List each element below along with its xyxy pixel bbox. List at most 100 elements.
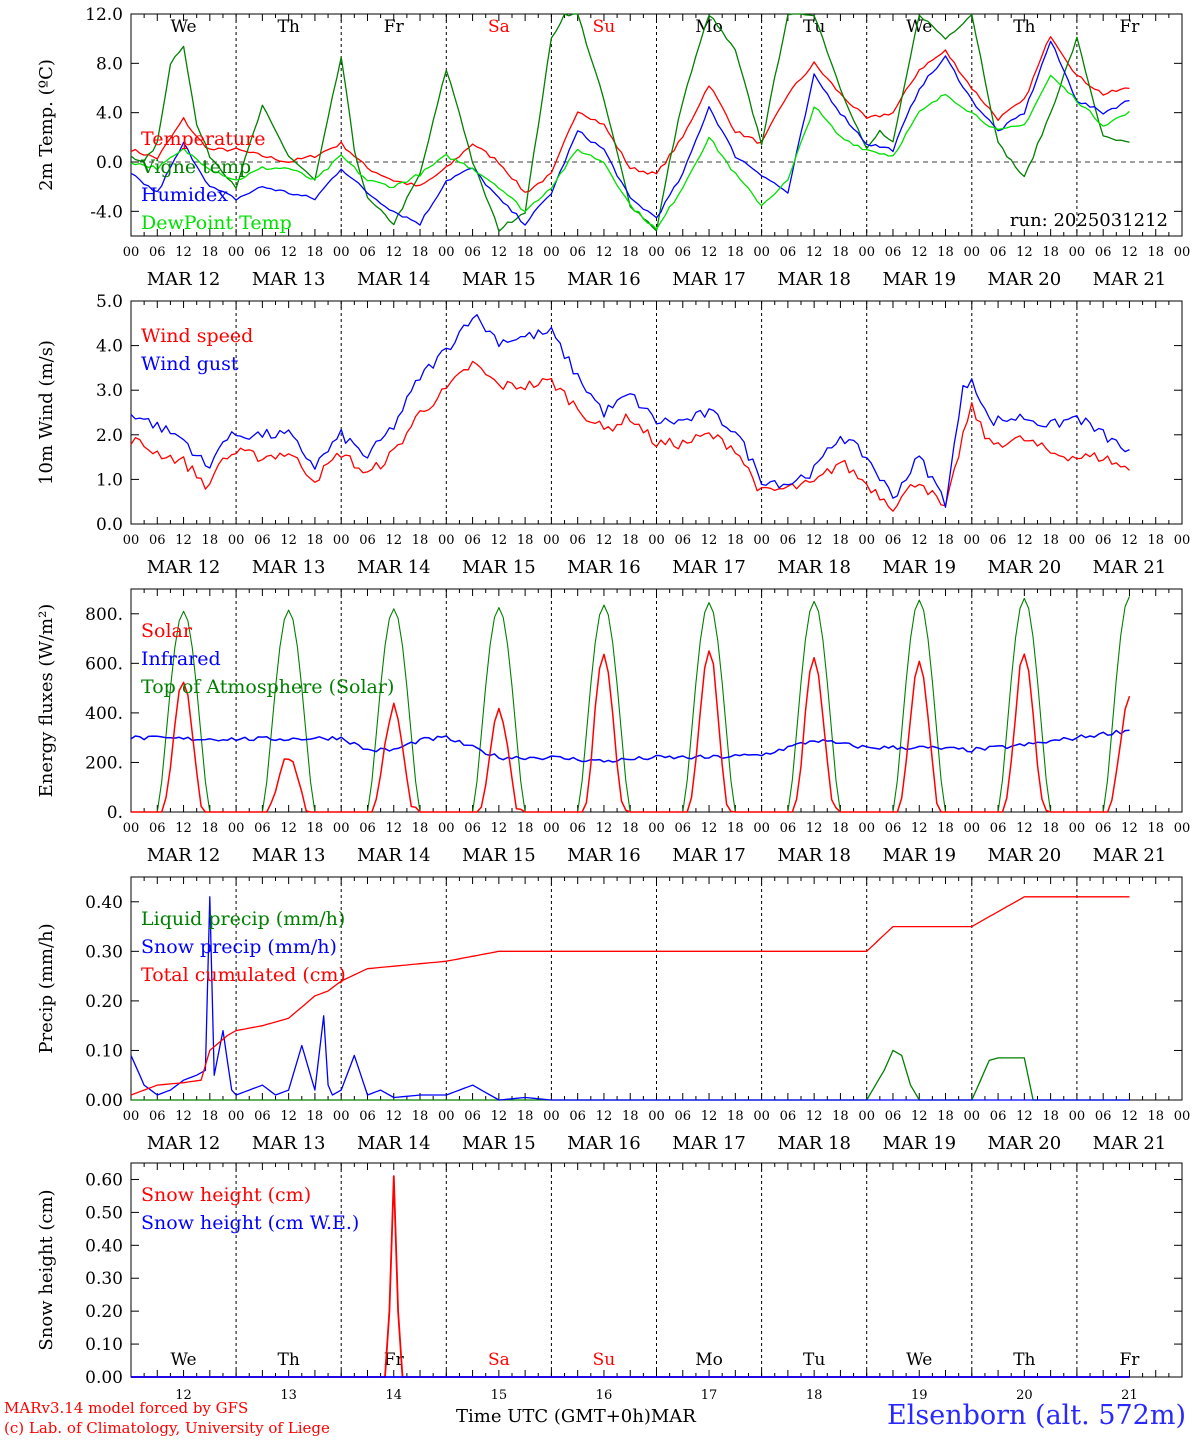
y-tick-label: 0.60 xyxy=(85,1170,123,1190)
date-label: MAR 16 xyxy=(567,557,641,578)
weekday-label: Tu xyxy=(803,17,825,37)
day-number-label: 12 xyxy=(175,1388,192,1403)
y-tick-label: 0.20 xyxy=(85,1302,123,1322)
date-label: MAR 18 xyxy=(777,845,851,866)
hour-tick-label: 12 xyxy=(596,533,613,548)
date-label: MAR 12 xyxy=(147,269,221,290)
hour-tick-label: 12 xyxy=(1016,1109,1033,1124)
hour-tick-label: 18 xyxy=(1042,245,1059,260)
hour-tick-label: 06 xyxy=(885,1109,902,1124)
hour-tick-label: 00 xyxy=(123,533,140,548)
hour-tick-label: 00 xyxy=(753,245,770,260)
hour-tick-label: 18 xyxy=(727,1109,744,1124)
weekday-label: Th xyxy=(1013,1350,1035,1370)
hour-tick-label: 00 xyxy=(543,245,560,260)
date-label: MAR 17 xyxy=(672,845,746,866)
hour-tick-label: 00 xyxy=(333,1109,350,1124)
hour-tick-label: 00 xyxy=(858,533,875,548)
date-label: MAR 20 xyxy=(988,845,1062,866)
y-tick-label: 5.0 xyxy=(96,292,123,312)
hour-tick-label: 06 xyxy=(885,245,902,260)
legend-entry: Temperature xyxy=(141,128,265,150)
y-tick-label: 800. xyxy=(85,605,123,625)
y-tick-label: 0.50 xyxy=(85,1203,123,1223)
day-number-label: 20 xyxy=(1016,1388,1033,1403)
hour-tick-label: 00 xyxy=(438,533,455,548)
wind-gust-series xyxy=(130,314,1130,508)
weekday-label: Su xyxy=(593,17,616,37)
hour-tick-label: 12 xyxy=(596,245,613,260)
hour-tick-label: 12 xyxy=(491,245,508,260)
hour-tick-label: 00 xyxy=(1069,821,1086,836)
hour-tick-label: 00 xyxy=(753,533,770,548)
legend-entry: DewPoint Temp xyxy=(141,212,292,234)
vigne-temp-series xyxy=(130,13,1130,232)
y-tick-label: 0. xyxy=(107,803,123,823)
hour-tick-label: 00 xyxy=(964,245,981,260)
weekday-label: Fr xyxy=(384,17,405,37)
hour-tick-label: 00 xyxy=(228,533,245,548)
hour-tick-label: 06 xyxy=(569,821,586,836)
y-tick-label: 0.40 xyxy=(85,893,123,913)
day-number-label: 13 xyxy=(280,1388,297,1403)
hour-tick-label: 12 xyxy=(175,821,192,836)
day-number-label: 14 xyxy=(385,1388,402,1403)
month-label: MAR xyxy=(650,1406,696,1427)
hour-tick-label: 06 xyxy=(1095,533,1112,548)
hour-tick-label: 18 xyxy=(202,821,219,836)
date-label: MAR 19 xyxy=(882,269,956,290)
hour-tick-label: 12 xyxy=(1121,533,1138,548)
hour-tick-label: 00 xyxy=(648,245,665,260)
hour-tick-label: 12 xyxy=(385,245,402,260)
legend-entry: Top of Atmosphere (Solar) xyxy=(141,676,394,698)
hour-tick-label: 00 xyxy=(1069,1109,1086,1124)
hour-tick-label: 00 xyxy=(753,821,770,836)
day-number-label: 19 xyxy=(911,1388,928,1403)
hour-tick-label: 06 xyxy=(990,821,1007,836)
hour-tick-label: 18 xyxy=(517,245,534,260)
date-label: MAR 19 xyxy=(882,845,956,866)
hour-tick-label: 18 xyxy=(307,1109,324,1124)
wind-speed-series xyxy=(130,360,1130,512)
y-tick-label: -4.0 xyxy=(90,202,123,222)
hour-tick-label: 06 xyxy=(1095,1109,1112,1124)
weekday-label: Th xyxy=(278,1350,300,1370)
weekday-label: Sa xyxy=(488,1350,510,1370)
hour-tick-label: 06 xyxy=(990,533,1007,548)
date-label: MAR 13 xyxy=(252,1133,326,1154)
hour-tick-label: 06 xyxy=(359,1109,376,1124)
hour-tick-label: 12 xyxy=(806,1109,823,1124)
hour-tick-label: 18 xyxy=(727,245,744,260)
y-tick-label: 0.30 xyxy=(85,942,123,962)
hour-tick-label: 18 xyxy=(1042,821,1059,836)
hour-tick-label: 12 xyxy=(701,533,718,548)
y-axis-label: 2m Temp. (ºC) xyxy=(36,59,57,191)
y-tick-label: 8.0 xyxy=(96,54,123,74)
hour-tick-label: 18 xyxy=(517,533,534,548)
y-axis-label: Precip (mm/h) xyxy=(36,923,57,1053)
hour-tick-label: 00 xyxy=(438,1109,455,1124)
hour-tick-label: 12 xyxy=(491,1109,508,1124)
hour-tick-label: 12 xyxy=(911,533,928,548)
date-label: MAR 12 xyxy=(147,557,221,578)
hour-tick-label: 12 xyxy=(175,1109,192,1124)
legend-entry: Liquid precip (mm/h) xyxy=(141,908,345,930)
legend-entry: Solar xyxy=(141,620,193,642)
hour-tick-label: 18 xyxy=(1147,533,1164,548)
date-label: MAR 12 xyxy=(147,1133,221,1154)
time-axis-label: Time UTC (GMT+0h)MAR xyxy=(456,1406,696,1427)
day-number-label: 18 xyxy=(806,1388,823,1403)
hour-tick-label: 06 xyxy=(464,245,481,260)
weekday-label: We xyxy=(170,1350,196,1370)
hour-tick-label: 12 xyxy=(596,821,613,836)
hour-tick-label: 00 xyxy=(648,821,665,836)
y-tick-label: 4.0 xyxy=(96,104,123,124)
hour-tick-label: 06 xyxy=(990,245,1007,260)
run-annotation: run: 2025031212 xyxy=(1010,210,1168,231)
hour-tick-label: 12 xyxy=(1016,821,1033,836)
model-credit: MARv3.14 model forced by GFS xyxy=(4,1399,249,1417)
infrared-series xyxy=(130,729,1130,763)
hour-tick-label: 12 xyxy=(806,821,823,836)
snow-precip-mm-h-series xyxy=(130,896,1130,1101)
hour-tick-label: 18 xyxy=(307,821,324,836)
